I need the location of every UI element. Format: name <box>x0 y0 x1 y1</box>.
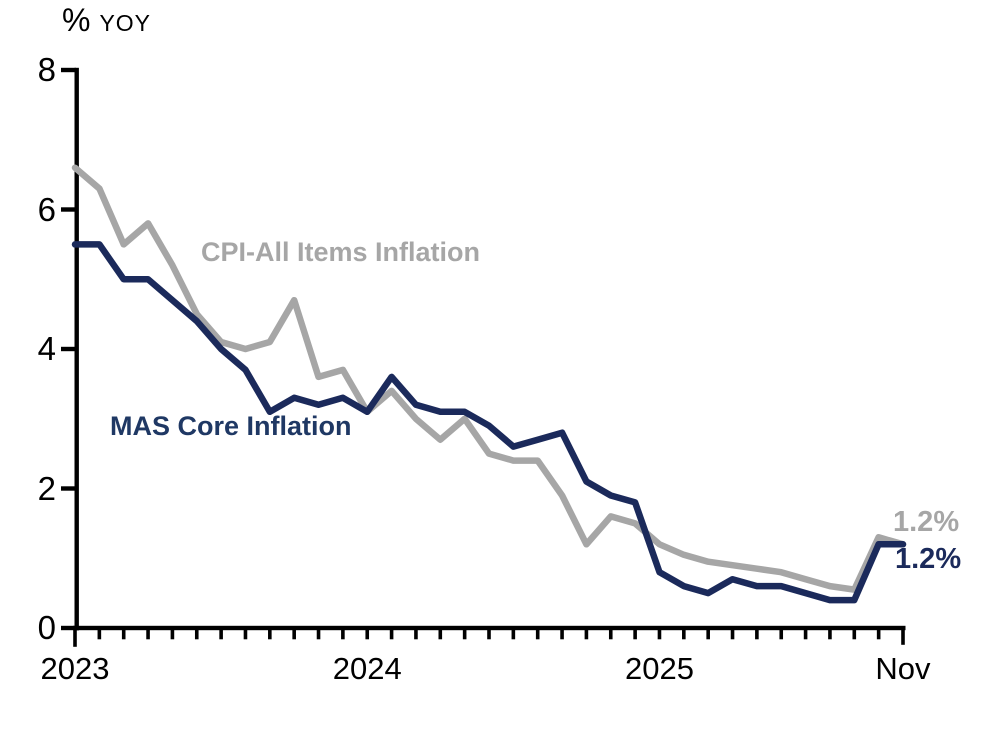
end-value-label-cpi: 1.2% <box>893 506 960 538</box>
x-axis-tick <box>365 629 370 640</box>
x-axis-tick <box>194 629 199 640</box>
y-axis-tick <box>61 486 76 491</box>
x-tick-label-nov: Nov <box>875 651 931 686</box>
x-axis-tick <box>633 629 637 640</box>
y-tick-label: 2 <box>37 469 56 507</box>
x-axis-tick <box>316 629 321 640</box>
x-axis-tick <box>535 629 540 640</box>
x-axis-tick <box>682 629 686 640</box>
end-value-label-mas: 1.2% <box>895 543 962 575</box>
x-axis-tick <box>706 629 710 640</box>
x-tick-label-2024: 2024 <box>332 651 402 686</box>
y-axis-line <box>74 67 79 631</box>
y-axis-title-percent: % <box>62 2 91 38</box>
x-tick-label-2023: 2023 <box>40 651 110 686</box>
x-axis-tick <box>608 629 613 640</box>
x-axis-tick <box>657 629 662 640</box>
y-axis-title-yoy: YOY <box>99 10 152 36</box>
x-axis-tick <box>779 629 784 640</box>
x-axis-tick <box>755 629 759 640</box>
y-tick-label: 0 <box>37 609 56 646</box>
x-axis-tick <box>560 629 564 640</box>
x-axis-tick <box>73 629 77 647</box>
x-axis-tick <box>901 629 905 645</box>
x-axis-tick <box>462 629 467 640</box>
x-axis-tick <box>389 629 394 640</box>
x-axis-tick <box>803 629 808 640</box>
x-axis-tick <box>292 629 296 640</box>
x-axis-tick <box>268 629 272 640</box>
line-mas-core <box>71 241 907 604</box>
y-axis-tick <box>61 67 76 73</box>
x-axis-tick <box>121 629 126 640</box>
x-axis-tick <box>852 629 857 640</box>
x-axis-tick <box>438 629 443 640</box>
x-axis-tick <box>414 629 418 640</box>
series-label-cpi-all-items: CPI-All Items Inflation <box>201 237 481 267</box>
series-label-mas-core: MAS Core Inflation <box>110 411 352 441</box>
y-axis-tick <box>61 346 76 352</box>
x-axis-tick <box>876 629 881 640</box>
x-axis-tick <box>828 629 832 640</box>
line-cpi-all-items <box>71 164 907 593</box>
y-axis-title: % YOY <box>62 2 151 39</box>
y-axis-tick <box>61 625 76 631</box>
y-tick-label: 4 <box>37 330 56 367</box>
x-axis-tick <box>487 629 491 640</box>
x-axis-tick <box>730 629 735 640</box>
x-axis-tick <box>584 629 589 640</box>
x-axis-tick <box>219 629 223 640</box>
x-axis-tick <box>341 629 345 640</box>
y-tick-label: 6 <box>37 190 56 228</box>
y-tick-label: 8 <box>37 51 56 88</box>
x-axis-line <box>73 625 906 631</box>
x-tick-label-2025: 2025 <box>624 651 694 686</box>
x-axis-tick <box>511 629 516 640</box>
x-axis-tick <box>170 629 175 640</box>
y-axis-tick <box>61 207 76 212</box>
x-axis-tick <box>146 629 150 640</box>
x-axis-tick <box>243 629 248 640</box>
x-axis-tick <box>97 629 102 640</box>
